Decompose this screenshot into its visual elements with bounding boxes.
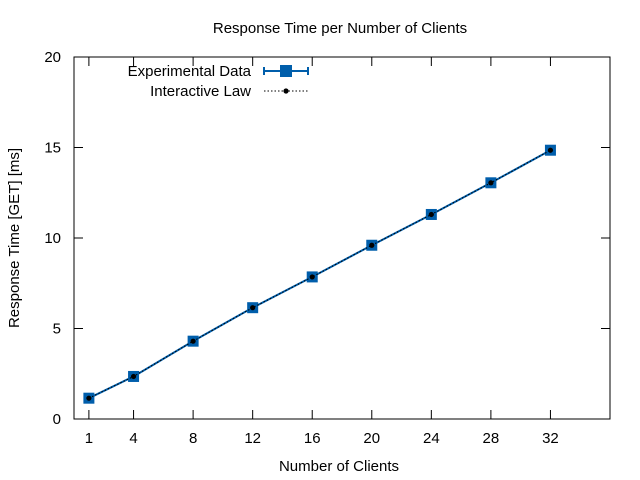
y-tick-label: 0: [53, 411, 61, 428]
interactive-law-point: [130, 373, 137, 380]
chart-title: Response Time per Number of Clients: [213, 20, 467, 37]
legend-marker-interactive-law: [283, 88, 289, 94]
x-tick-label: 32: [542, 430, 559, 447]
y-axis: 0 5 10 15 20: [44, 49, 610, 428]
interactive-law-point: [309, 274, 315, 280]
interactive-law-point: [86, 395, 92, 401]
x-tick-label: 1: [85, 430, 93, 447]
y-tick-label: 10: [44, 230, 61, 247]
interactive-law-point: [190, 338, 196, 344]
legend-label-interactive-law: Interactive Law: [150, 83, 251, 100]
x-axis: 1 4 8 12 16 20 24 28 32: [85, 57, 559, 447]
x-axis-label: Number of Clients: [279, 458, 399, 475]
legend-label-experimental-data: Experimental Data: [128, 63, 252, 80]
interactive-law-point: [488, 180, 494, 186]
y-tick-label: 15: [44, 140, 61, 157]
y-tick-label: 20: [44, 49, 61, 66]
x-tick-label: 24: [423, 430, 440, 447]
series-layer: [83, 144, 556, 404]
x-tick-label: 12: [244, 430, 261, 447]
x-tick-label: 16: [304, 430, 321, 447]
x-tick-label: 4: [129, 430, 137, 447]
x-tick-label: 20: [363, 430, 380, 447]
y-axis-label: Response Time [GET] [ms]: [6, 148, 23, 328]
x-tick-label: 8: [189, 430, 197, 447]
interactive-law-point: [250, 305, 256, 311]
interactive-law-point: [547, 147, 554, 153]
x-tick-label: 28: [483, 430, 500, 447]
y-tick-label: 5: [53, 321, 61, 338]
interactive-law-point: [428, 211, 434, 218]
interactive-law-point: [369, 242, 375, 248]
legend-marker-experimental-data: [280, 65, 292, 77]
legend: Experimental Data Interactive Law: [128, 63, 309, 100]
